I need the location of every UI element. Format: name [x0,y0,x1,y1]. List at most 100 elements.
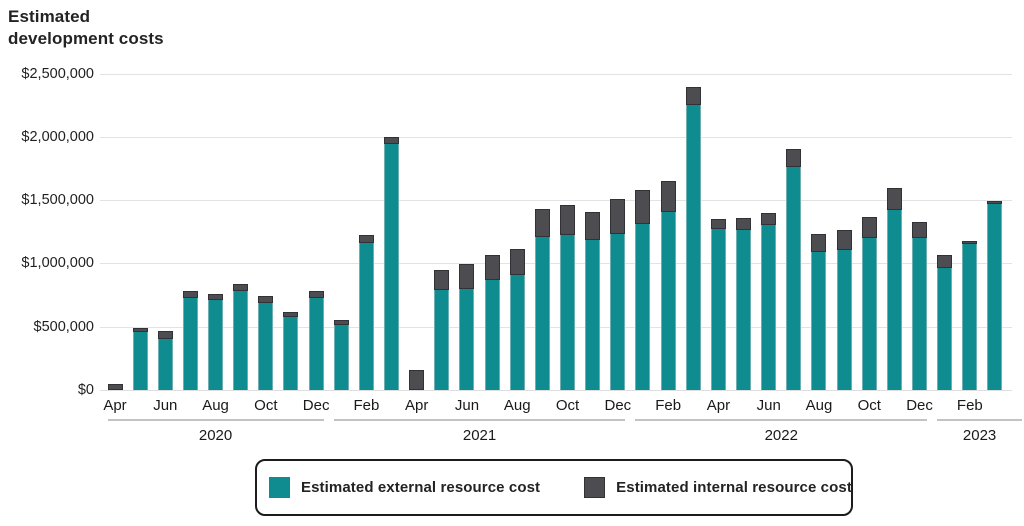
year-label: 2022 [764,427,798,444]
bar-segment-external[interactable] [534,236,550,390]
bar-segment-external[interactable] [258,303,274,390]
gridline [100,326,1012,328]
gridline [100,390,1012,391]
legend-swatch-external-icon [269,477,290,498]
bar-segment-internal[interactable] [786,148,802,167]
x-axis-month-label: Oct [254,397,278,414]
bar-segment-internal[interactable] [861,217,877,239]
x-axis-month-label: Oct [857,397,881,414]
bar-segment-external[interactable] [208,300,224,390]
bar-segment-internal[interactable] [962,240,978,244]
x-axis-month-label: Jun [153,397,178,414]
bar-segment-internal[interactable] [484,255,500,280]
bar-segment-internal[interactable] [132,327,148,333]
bar-segment-external[interactable] [308,297,324,390]
legend-swatch-internal-icon [584,477,606,498]
bar-segment-internal[interactable] [283,311,299,318]
y-axis-tick-label: $1,000,000 [21,255,94,272]
bar-segment-external[interactable] [233,290,249,390]
bar-segment-external[interactable] [509,274,525,390]
x-axis-month-label: Feb [655,397,682,414]
bar-segment-internal[interactable] [384,137,400,145]
bar-segment-external[interactable] [836,250,852,390]
bar-segment-external[interactable] [685,104,701,390]
legend-label-external: Estimated external resource cost [301,479,541,496]
bar-segment-external[interactable] [585,239,601,390]
bar-segment-internal[interactable] [509,249,525,275]
bar-segment-internal[interactable] [182,291,198,299]
bar-segment-external[interactable] [761,224,777,390]
year-axis-line [635,419,928,421]
bar-segment-external[interactable] [132,332,148,390]
bar-segment-internal[interactable] [736,217,752,230]
bar-segment-internal[interactable] [409,369,425,390]
bar-segment-internal[interactable] [585,212,601,240]
bar-segment-external[interactable] [660,212,676,390]
y-axis-tick-label: $0 [77,382,94,398]
bar-segment-internal[interactable] [459,264,475,289]
bar-segment-external[interactable] [434,289,450,390]
bar-segment-internal[interactable] [710,219,726,229]
bar-segment-internal[interactable] [434,270,450,290]
bar-segment-internal[interactable] [912,222,928,239]
bar-segment-external[interactable] [384,144,400,390]
x-axis-month-label: Dec [604,397,632,414]
bar-segment-external[interactable] [937,268,953,390]
bar-segment-internal[interactable] [208,294,224,301]
bar-segment-internal[interactable] [635,189,651,225]
bar-segment-internal[interactable] [233,283,249,291]
bar-segment-internal[interactable] [836,229,852,251]
bar-segment-external[interactable] [912,238,928,390]
bar-segment-external[interactable] [560,234,576,390]
bar-segment-external[interactable] [182,298,198,390]
bar-segment-external[interactable] [710,228,726,390]
bar-segment-internal[interactable] [685,86,701,105]
bar-segment-external[interactable] [811,252,827,390]
bar-segment-external[interactable] [635,224,651,390]
bar-segment-external[interactable] [484,279,500,390]
bar-segment-external[interactable] [736,229,752,390]
bar-segment-internal[interactable] [258,295,274,304]
x-axis-month-label: Apr [405,397,429,414]
bar-segment-external[interactable] [157,338,173,390]
chart-title: Estimated development costs [8,7,164,48]
bar-segment-internal[interactable] [157,331,173,339]
bar-segment-internal[interactable] [534,208,550,237]
bar-segment-external[interactable] [786,166,802,390]
legend-item-internal[interactable]: Estimated internal resource cost [584,477,852,498]
gridline [100,73,1012,75]
bar-segment-external[interactable] [962,243,978,390]
year-axis-line [107,419,324,421]
legend-label-internal: Estimated internal resource cost [616,479,852,496]
gridline [100,200,1012,202]
bar-segment-internal[interactable] [560,204,576,235]
gridline [100,136,1012,138]
x-axis-month-label: Apr [103,397,127,414]
x-axis-month-label: Dec [906,397,933,414]
bar-segment-internal[interactable] [886,188,902,211]
bar-segment-external[interactable] [283,317,299,390]
bar-segment-internal[interactable] [987,200,1003,204]
x-axis-month-label: Feb [956,397,983,414]
legend-item-external[interactable]: Estimated external resource cost [269,477,540,498]
bar-segment-internal[interactable] [610,198,626,234]
bar-segment-external[interactable] [333,324,349,390]
bar-segment-internal[interactable] [107,383,123,390]
bar-segment-internal[interactable] [333,319,349,325]
bar-segment-external[interactable] [610,233,626,390]
bar-segment-external[interactable] [886,210,902,390]
x-axis-month-label: Aug [503,397,531,414]
bar-segment-external[interactable] [358,242,374,390]
bar-segment-internal[interactable] [761,212,777,225]
bar-segment-internal[interactable] [937,254,953,269]
bar-segment-internal[interactable] [811,234,827,252]
bar-segment-internal[interactable] [358,234,374,243]
bar-segment-internal[interactable] [660,181,676,213]
bar-segment-external[interactable] [861,238,877,390]
bar-segment-internal[interactable] [308,291,324,298]
x-axis-month-label: Jun [756,397,781,414]
bar-segment-external[interactable] [459,288,475,390]
y-axis-tick-label: $2,500,000 [21,65,94,82]
bar-segment-external[interactable] [987,203,1003,390]
y-axis-tick-label: $2,000,000 [21,128,94,145]
